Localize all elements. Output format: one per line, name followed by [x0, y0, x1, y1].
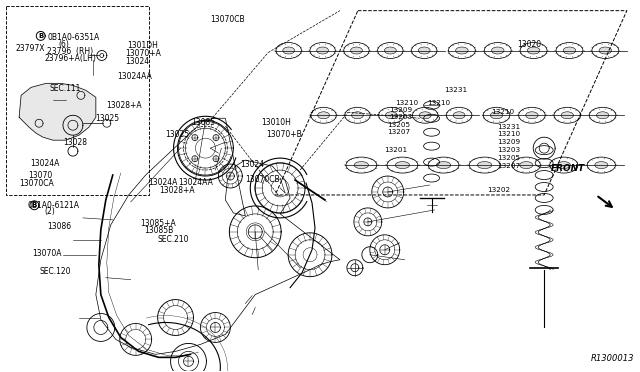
Text: 13085: 13085 — [191, 118, 215, 127]
Text: 0B1A0-6351A: 0B1A0-6351A — [47, 33, 99, 42]
Ellipse shape — [351, 112, 364, 119]
Text: B: B — [38, 33, 44, 39]
Ellipse shape — [492, 47, 504, 54]
Ellipse shape — [283, 47, 294, 54]
Text: 13070A: 13070A — [32, 249, 61, 258]
Text: 23796  (RH): 23796 (RH) — [47, 47, 93, 56]
Text: 13210: 13210 — [491, 109, 514, 115]
Text: 13070+B: 13070+B — [266, 130, 301, 140]
Text: 13070CA: 13070CA — [19, 179, 54, 187]
Text: B: B — [32, 202, 37, 208]
Text: 13085+A: 13085+A — [140, 219, 176, 228]
Ellipse shape — [317, 112, 330, 119]
Ellipse shape — [557, 161, 570, 169]
Ellipse shape — [436, 161, 451, 169]
Text: 13025: 13025 — [95, 114, 120, 123]
Ellipse shape — [419, 112, 431, 119]
Text: 13086: 13086 — [47, 222, 71, 231]
Text: SEC.210: SEC.210 — [157, 235, 189, 244]
Text: (2): (2) — [45, 208, 55, 217]
Text: 13201: 13201 — [384, 147, 407, 153]
Ellipse shape — [396, 161, 410, 169]
Text: (6): (6) — [59, 40, 70, 49]
Text: 13024A: 13024A — [148, 178, 177, 187]
Text: 13010H: 13010H — [261, 118, 291, 127]
Ellipse shape — [456, 47, 468, 54]
Ellipse shape — [595, 161, 608, 169]
Text: 13203: 13203 — [497, 147, 520, 153]
Text: 13085B: 13085B — [145, 226, 174, 235]
Text: 0B1A0-6121A: 0B1A0-6121A — [28, 201, 80, 210]
Ellipse shape — [419, 47, 430, 54]
Ellipse shape — [490, 112, 503, 119]
Text: 23797X: 23797X — [15, 44, 45, 53]
Text: 13209: 13209 — [389, 107, 412, 113]
Text: 13209: 13209 — [497, 138, 520, 145]
Ellipse shape — [385, 112, 397, 119]
Text: 1301DH: 1301DH — [127, 41, 158, 50]
Text: 13028+A: 13028+A — [159, 186, 195, 195]
Polygon shape — [19, 83, 96, 140]
Ellipse shape — [477, 161, 492, 169]
Text: 13231: 13231 — [497, 124, 520, 130]
Text: 13020: 13020 — [518, 40, 542, 49]
Ellipse shape — [561, 112, 573, 119]
Ellipse shape — [453, 112, 465, 119]
Text: 13205: 13205 — [497, 155, 520, 161]
Ellipse shape — [354, 161, 369, 169]
Ellipse shape — [563, 47, 576, 54]
Ellipse shape — [527, 47, 540, 54]
Text: 13028+A: 13028+A — [106, 101, 142, 110]
Ellipse shape — [525, 112, 538, 119]
Text: SEC.120: SEC.120 — [40, 267, 71, 276]
Text: 13207: 13207 — [497, 163, 520, 169]
Text: 13202: 13202 — [487, 187, 510, 193]
Ellipse shape — [351, 47, 362, 54]
Text: 13070CB: 13070CB — [244, 175, 280, 184]
Text: R1300013: R1300013 — [590, 355, 634, 363]
Ellipse shape — [385, 47, 396, 54]
Ellipse shape — [596, 112, 609, 119]
Text: 13207: 13207 — [387, 129, 410, 135]
Text: 13210: 13210 — [396, 100, 419, 106]
Text: 13210: 13210 — [427, 100, 451, 106]
Text: 13203: 13203 — [389, 114, 412, 120]
Text: SEC.111: SEC.111 — [49, 84, 81, 93]
Text: 13024A: 13024A — [30, 158, 60, 167]
Text: 13024: 13024 — [240, 160, 264, 169]
Text: 13231: 13231 — [444, 87, 467, 93]
Text: 13070CB: 13070CB — [211, 15, 245, 24]
Ellipse shape — [599, 47, 612, 54]
Text: 13070+A: 13070+A — [125, 49, 161, 58]
Text: 13028: 13028 — [64, 138, 88, 147]
Ellipse shape — [520, 161, 533, 169]
Text: 13205: 13205 — [387, 122, 410, 128]
Text: 13210: 13210 — [497, 131, 520, 137]
Ellipse shape — [317, 47, 328, 54]
Text: 23796+A(LH): 23796+A(LH) — [45, 54, 97, 62]
Text: 13024AA: 13024AA — [117, 72, 152, 81]
Text: 13024: 13024 — [125, 57, 150, 66]
Text: 13070: 13070 — [28, 171, 52, 180]
Text: FRONT: FRONT — [551, 164, 585, 173]
Text: 13025: 13025 — [166, 129, 190, 139]
Text: 13024AA: 13024AA — [179, 178, 213, 187]
